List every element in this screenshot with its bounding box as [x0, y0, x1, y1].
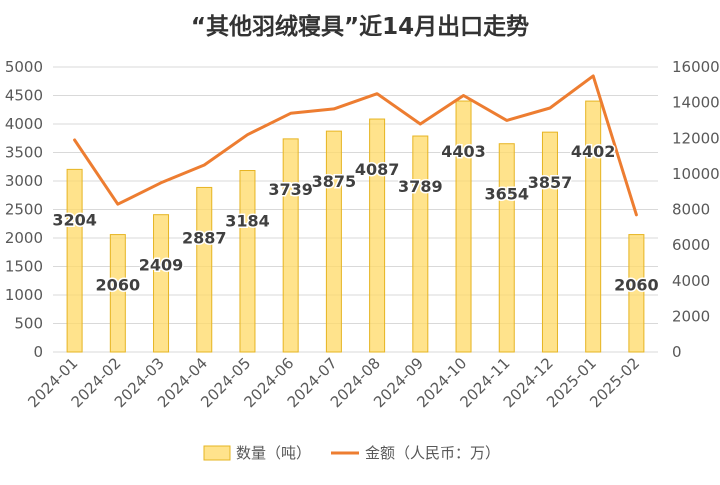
- data-label: 2060: [96, 276, 141, 295]
- data-label: 2887: [182, 228, 227, 247]
- bar-series: [67, 101, 644, 352]
- y-left-tick-label: 4500: [5, 87, 43, 105]
- y-right-tick-label: 4000: [672, 272, 710, 290]
- data-labels: 3204206024092887318437393875408737894403…: [52, 142, 658, 295]
- x-axis: 2024-012024-022024-032024-042024-052024-…: [24, 354, 643, 411]
- bar-quantity: [499, 144, 514, 352]
- chart-title: “其他羽绒寝具”近14月出口走势: [191, 13, 529, 40]
- data-label: 3739: [268, 180, 313, 199]
- y-right-tick-label: 0: [672, 343, 682, 361]
- y-right-tick-label: 12000: [672, 129, 720, 147]
- legend-swatch-quantity: [204, 446, 230, 460]
- left-axis: 0 500 1000 1500 2000 2500 3000 3500 4000 4500 5000: [5, 58, 43, 361]
- y-left-tick-label: 3500: [5, 144, 43, 162]
- y-right-tick-label: 8000: [672, 201, 710, 219]
- bar-quantity: [240, 171, 255, 352]
- bar-quantity: [197, 187, 212, 352]
- y-left-tick-label: 1500: [5, 258, 43, 276]
- data-label: 3875: [312, 172, 357, 191]
- y-left-tick-label: 500: [14, 315, 43, 333]
- data-label: 3204: [52, 210, 97, 229]
- y-right-tick-label: 2000: [672, 307, 710, 325]
- legend-label-quantity: 数量（吨）: [236, 444, 311, 462]
- legend-label-amount: 金额（人民币：万）: [365, 444, 500, 462]
- bar-quantity: [154, 215, 169, 352]
- data-label: 4403: [441, 142, 486, 161]
- gridlines: [53, 67, 658, 352]
- data-label: 3789: [398, 177, 443, 196]
- bar-quantity: [413, 136, 428, 352]
- y-right-tick-label: 6000: [672, 236, 710, 254]
- y-left-tick-label: 3000: [5, 172, 43, 190]
- data-label: 2409: [139, 256, 184, 275]
- data-label: 3184: [225, 212, 270, 231]
- bar-quantity: [456, 101, 471, 352]
- bar-quantity: [542, 132, 557, 352]
- right-axis: 0 2000 4000 6000 8000 10000 12000 14000 16000: [672, 58, 720, 361]
- bar-quantity: [370, 119, 385, 352]
- data-label: 4402: [571, 142, 616, 161]
- y-left-tick-label: 4000: [5, 115, 43, 133]
- data-label: 4087: [355, 160, 400, 179]
- bar-quantity: [586, 101, 601, 352]
- y-left-tick-label: 2500: [5, 201, 43, 219]
- y-left-tick-label: 1000: [5, 286, 43, 304]
- y-right-tick-label: 14000: [672, 94, 720, 112]
- bar-quantity: [283, 139, 298, 352]
- bar-quantity: [326, 131, 341, 352]
- data-label: 3857: [528, 173, 573, 192]
- legend: 数量（吨） 金额（人民币：万）: [204, 444, 500, 462]
- bar-quantity: [67, 169, 82, 352]
- y-right-tick-label: 16000: [672, 58, 720, 76]
- y-left-tick-label: 2000: [5, 229, 43, 247]
- data-label: 3654: [484, 185, 529, 204]
- y-right-tick-label: 10000: [672, 165, 720, 183]
- data-label: 2060: [614, 276, 659, 295]
- y-left-tick-label: 0: [33, 343, 43, 361]
- y-left-tick-label: 5000: [5, 58, 43, 76]
